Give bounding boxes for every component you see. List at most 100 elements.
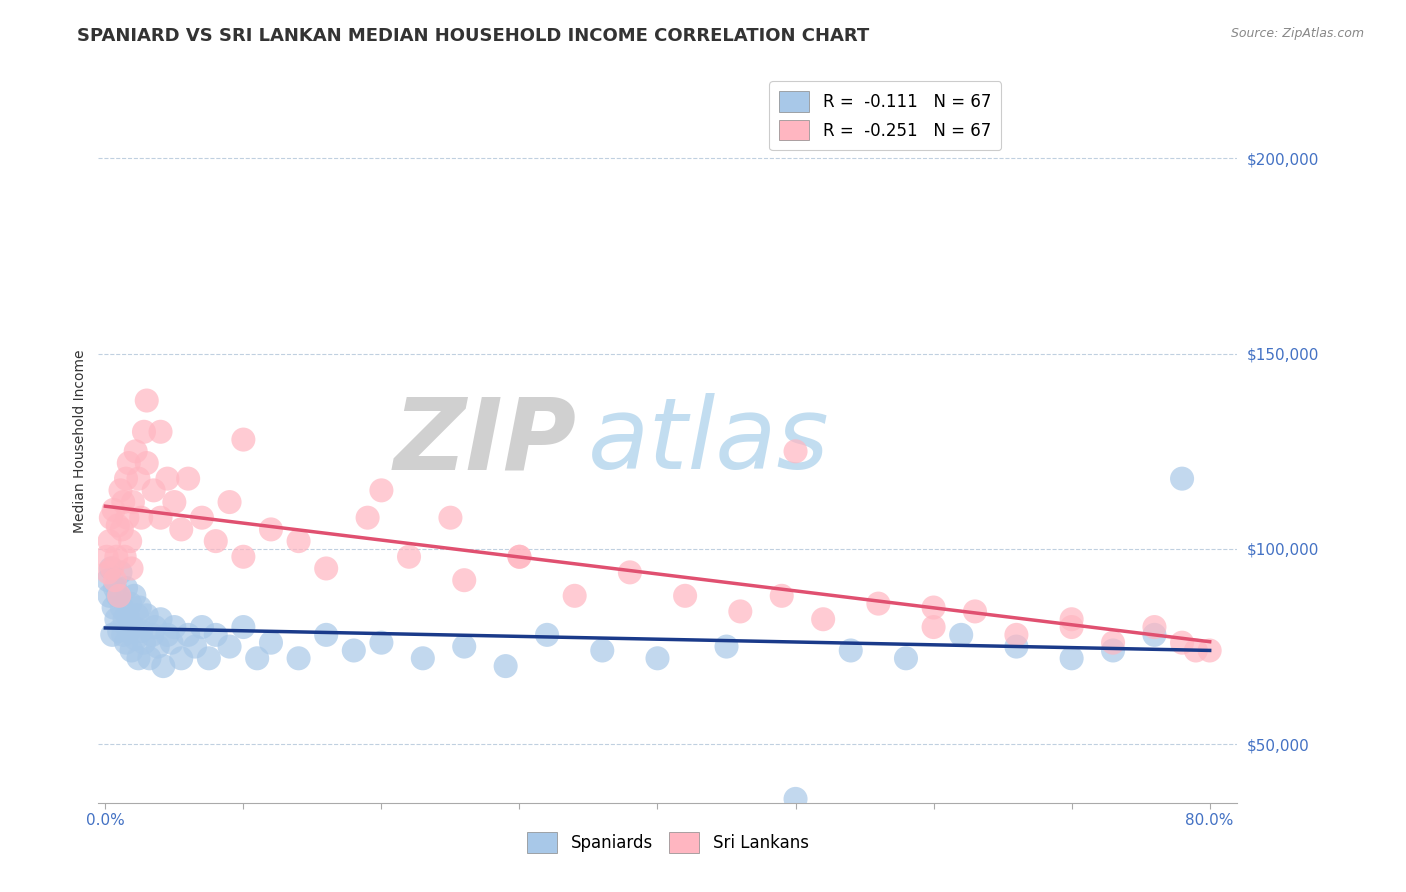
Point	[101, 561, 124, 575]
Point	[110, 566, 132, 580]
Point	[177, 472, 200, 486]
Point	[536, 628, 558, 642]
Point	[1060, 612, 1083, 626]
Point	[111, 600, 134, 615]
Point	[124, 589, 146, 603]
Point	[204, 534, 226, 549]
Point	[118, 456, 141, 470]
Point	[125, 632, 148, 646]
Point	[149, 425, 172, 439]
Point	[356, 510, 378, 524]
Point	[156, 628, 179, 642]
Point	[591, 643, 613, 657]
Point	[98, 534, 121, 549]
Point	[950, 628, 973, 642]
Point	[287, 651, 309, 665]
Point	[922, 620, 945, 634]
Point	[716, 640, 738, 654]
Point	[132, 425, 155, 439]
Point	[508, 549, 530, 564]
Point	[135, 456, 157, 470]
Point	[132, 635, 155, 649]
Point	[370, 635, 392, 649]
Point	[1005, 640, 1028, 654]
Point	[495, 659, 517, 673]
Point	[115, 635, 138, 649]
Point	[839, 643, 862, 657]
Point	[204, 628, 226, 642]
Point	[1185, 643, 1208, 657]
Point	[125, 608, 148, 623]
Point	[107, 589, 129, 603]
Point	[453, 640, 475, 654]
Point	[1171, 635, 1194, 649]
Point	[114, 549, 136, 564]
Point	[1102, 635, 1125, 649]
Point	[146, 640, 169, 654]
Point	[115, 472, 138, 486]
Point	[232, 549, 254, 564]
Point	[117, 608, 139, 623]
Point	[170, 523, 193, 537]
Point	[112, 628, 135, 642]
Point	[122, 620, 145, 634]
Point	[120, 597, 142, 611]
Point	[141, 628, 163, 642]
Point	[114, 612, 136, 626]
Point	[110, 483, 132, 498]
Point	[103, 600, 125, 615]
Point	[370, 483, 392, 498]
Point	[108, 624, 131, 638]
Point	[315, 561, 337, 575]
Point	[138, 651, 160, 665]
Point	[260, 523, 283, 537]
Point	[118, 624, 141, 638]
Point	[177, 628, 200, 642]
Point	[96, 549, 118, 564]
Point	[1143, 628, 1166, 642]
Point	[160, 635, 183, 649]
Point	[156, 472, 179, 486]
Point	[218, 495, 240, 509]
Text: ZIP: ZIP	[394, 393, 576, 490]
Point	[143, 620, 166, 634]
Point	[343, 643, 366, 657]
Point	[1102, 643, 1125, 657]
Point	[149, 612, 172, 626]
Point	[105, 549, 128, 564]
Y-axis label: Median Household Income: Median Household Income	[73, 350, 87, 533]
Point	[1060, 620, 1083, 634]
Point	[868, 597, 890, 611]
Point	[127, 472, 149, 486]
Point	[1143, 620, 1166, 634]
Point	[963, 604, 986, 618]
Point	[453, 573, 475, 587]
Point	[163, 620, 186, 634]
Point	[120, 534, 142, 549]
Point	[97, 573, 120, 587]
Point	[104, 573, 127, 587]
Point	[111, 523, 134, 537]
Point	[100, 510, 122, 524]
Point	[811, 612, 834, 626]
Point	[619, 566, 641, 580]
Point	[149, 510, 172, 524]
Point	[98, 589, 121, 603]
Point	[508, 549, 530, 564]
Point	[232, 620, 254, 634]
Point	[785, 792, 807, 806]
Point	[785, 444, 807, 458]
Point	[135, 393, 157, 408]
Point	[121, 643, 143, 657]
Point	[100, 561, 122, 575]
Point	[412, 651, 434, 665]
Point	[104, 581, 127, 595]
Point	[101, 628, 124, 642]
Point	[115, 581, 138, 595]
Point	[105, 612, 128, 626]
Point	[191, 620, 214, 634]
Point	[170, 651, 193, 665]
Legend: Spaniards, Sri Lankans: Spaniards, Sri Lankans	[520, 826, 815, 860]
Text: SPANIARD VS SRI LANKAN MEDIAN HOUSEHOLD INCOME CORRELATION CHART: SPANIARD VS SRI LANKAN MEDIAN HOUSEHOLD …	[77, 27, 869, 45]
Point	[1005, 628, 1028, 642]
